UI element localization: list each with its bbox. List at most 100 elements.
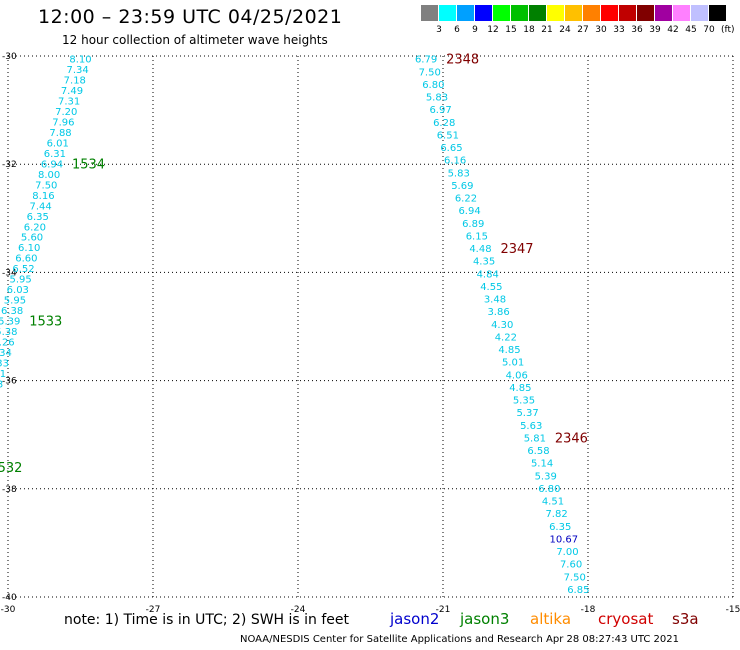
wave-height-value: 6.16	[444, 156, 466, 167]
wave-height-value: 5.83	[426, 93, 448, 104]
wave-height-value: 5.95	[4, 296, 26, 307]
wave-height-value: 7.49	[61, 86, 83, 97]
wave-height-value: 7.96	[52, 118, 74, 129]
legend-label: 21	[541, 25, 553, 35]
wave-height-value: 8.10	[69, 55, 91, 66]
y-tick-label: -40	[2, 593, 17, 603]
pass-time-label: 2346	[555, 431, 588, 446]
wave-height-value: 6.85	[567, 585, 589, 596]
legend-swatch	[529, 5, 546, 21]
wave-height-value: 6.80	[422, 80, 444, 91]
y-tick-label: -34	[2, 268, 17, 278]
wave-height-value: 6.52	[12, 264, 34, 275]
wave-height-value: 5.83	[448, 168, 470, 179]
legend-label: 24	[559, 25, 571, 35]
wave-height-value: 5.01	[502, 358, 524, 369]
legend-label: 3	[436, 25, 442, 35]
page-subtitle: 12 hour collection of altimeter wave hei…	[62, 33, 328, 47]
wave-height-value: 4.83	[0, 379, 3, 390]
wave-height-value: 5.14	[531, 459, 553, 470]
wave-height-value: 4.48	[469, 244, 491, 255]
wave-height-value: 4.85	[509, 383, 531, 394]
wave-height-value: 7.31	[58, 97, 80, 108]
legend-swatch	[547, 5, 564, 21]
wave-height-value: 8.16	[32, 191, 54, 202]
legend-label: 70	[703, 25, 715, 35]
wave-height-value: 6.03	[7, 285, 29, 296]
wave-height-value: 5.37	[516, 408, 538, 419]
wave-height-value: 7.50	[419, 67, 441, 78]
wave-height-value: 6.31	[44, 149, 66, 160]
pass-time-label: 2348	[446, 53, 479, 68]
y-tick-label: -32	[2, 160, 17, 170]
legend-swatch	[457, 5, 474, 21]
wave-height-value: 4.30	[491, 320, 513, 331]
legend-label: 18	[523, 25, 535, 35]
wave-height-value: 5.39	[0, 317, 20, 328]
legend-label: 36	[631, 25, 643, 35]
wave-height-value: 5.39	[535, 471, 557, 482]
wave-height-value: 7.50	[35, 180, 57, 191]
wave-height-value: 6.79	[415, 55, 437, 66]
x-tick-label: -15	[726, 605, 740, 615]
y-tick-label: -36	[2, 377, 17, 387]
satellite-label-jason2: jason2	[390, 610, 440, 628]
wave-height-value: 6.15	[466, 231, 488, 242]
legend-swatch	[619, 5, 636, 21]
satellite-label-jason3: jason3	[460, 610, 510, 628]
legend-label: 9	[472, 25, 478, 35]
pass-time-label: 2347	[500, 242, 533, 257]
legend-swatch	[565, 5, 582, 21]
wave-height-value: 5.60	[21, 233, 43, 244]
wave-height-value: 6.22	[455, 194, 477, 205]
wave-height-value: 5.35	[513, 396, 535, 407]
legend-swatch	[493, 5, 510, 21]
wave-height-value: 7.50	[564, 572, 586, 583]
wave-height-value: 6.01	[47, 138, 69, 149]
y-tick-label: -30	[2, 52, 17, 62]
wave-height-value: 4.35	[473, 257, 495, 268]
legend-label: 12	[487, 25, 499, 35]
satellite-label-altika: altika	[530, 610, 572, 628]
wave-height-value: 6.28	[433, 118, 455, 129]
wave-height-value: 6.60	[15, 254, 37, 265]
legend-swatch	[691, 5, 708, 21]
legend-label: 39	[649, 25, 661, 35]
credits-footer: NOAA/NESDIS Center for Satellite Applica…	[240, 634, 679, 645]
wave-height-value: 5.38	[0, 327, 18, 338]
pass-time-label: 1534	[72, 157, 105, 172]
wave-height-value: 6.94	[41, 159, 63, 170]
legend-label: 27	[577, 25, 589, 35]
wave-height-value: 7.34	[67, 65, 89, 76]
wave-height-value: 6.58	[527, 446, 549, 457]
wave-height-value: 7.88	[49, 128, 71, 139]
legend-label: 42	[667, 25, 679, 35]
wave-height-value: 6.20	[24, 222, 46, 233]
x-tick-label: -30	[1, 605, 16, 615]
wave-height-value: 6.35	[27, 212, 49, 223]
legend-label: 45	[685, 25, 697, 35]
legend-swatch	[637, 5, 654, 21]
wave-height-value: 7.20	[55, 107, 77, 118]
wave-height-value: 5.81	[524, 433, 546, 444]
wave-height-value: 6.80	[538, 484, 560, 495]
wave-height-value: 3.86	[487, 307, 509, 318]
wave-height-value: 7.00	[556, 547, 578, 558]
wave-height-value: 7.60	[560, 560, 582, 571]
wave-height-value: 4.55	[480, 282, 502, 293]
pass-time-label: 1532	[0, 461, 22, 476]
legend-swatch	[421, 5, 438, 21]
wave-height-value: 5.63	[520, 421, 542, 432]
wave-height-value: 7.18	[64, 76, 86, 87]
legend-label: 6	[454, 25, 460, 35]
wave-height-value: 6.94	[458, 206, 480, 217]
legend-label: 33	[613, 25, 625, 35]
wave-height-value: 10.67	[550, 534, 579, 545]
wave-height-value: 4.84	[477, 269, 499, 280]
legend-label: 15	[505, 25, 517, 35]
legend-unit: (ft)	[721, 25, 735, 35]
wave-height-value: 4.85	[498, 345, 520, 356]
wave-height-value: 5.95	[10, 275, 32, 286]
x-tick-label: -27	[146, 605, 161, 615]
